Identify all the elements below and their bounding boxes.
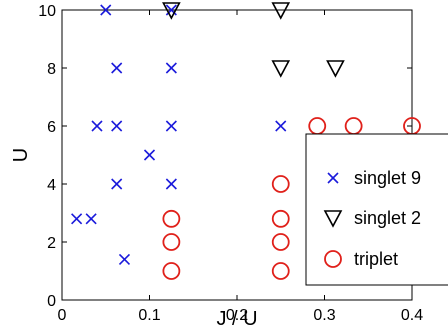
data-point [275,120,287,132]
data-point [165,178,177,190]
data-point [271,233,290,251]
data-point [85,213,97,225]
data-point [143,149,156,161]
data-point [162,209,181,228]
data-point [165,62,177,74]
legend-marker [327,172,339,184]
y-tick-label: 4 [47,177,56,194]
y-tick-label: 10 [38,3,56,20]
data-point [111,178,123,190]
y-tick-label: 8 [47,61,56,78]
data-point [271,60,291,78]
axes: 0 0.1 0.2 0.3 0.4 0 2 4 6 8 10 [38,3,423,324]
data-point [326,60,345,78]
x-tick-label: 0 [58,307,67,324]
data-point [100,4,112,16]
data-point [111,120,123,132]
legend-label: singlet 9 [354,168,421,188]
y-tick-label: 6 [47,119,56,136]
legend-label: singlet 2 [354,208,421,228]
data-point [165,120,177,132]
data-point [271,2,291,20]
legend-box [305,133,448,286]
x-tick-label: 0.1 [138,307,160,324]
data-point [162,2,181,20]
data-point [162,233,181,251]
legend-marker [323,210,343,228]
x-tick-label: 0.4 [401,307,423,324]
data-point [162,262,181,280]
series-x [71,4,287,265]
series-triangle-down [162,2,345,78]
x-tick-label: 0.2 [226,307,248,324]
legend-label: triplet [354,249,398,269]
y-axis-label: U [10,148,32,162]
data-point [271,209,290,228]
data-point [271,262,290,280]
y-tick-label: 0 [47,293,56,310]
x-axis-label: J / U [216,308,257,330]
data-point [118,253,131,265]
data-point [111,62,123,74]
data-point [71,213,83,225]
plot-marks [71,2,421,280]
legend-marker [324,250,342,268]
data-point [308,117,327,135]
legend: singlet 9 singlet 2 triplet [305,133,448,286]
data-point [344,117,363,135]
series-circle [162,117,421,280]
data-point [271,175,290,193]
x-tick-label: 0.3 [313,307,335,324]
data-point [91,120,103,132]
y-tick-label: 2 [47,235,56,252]
